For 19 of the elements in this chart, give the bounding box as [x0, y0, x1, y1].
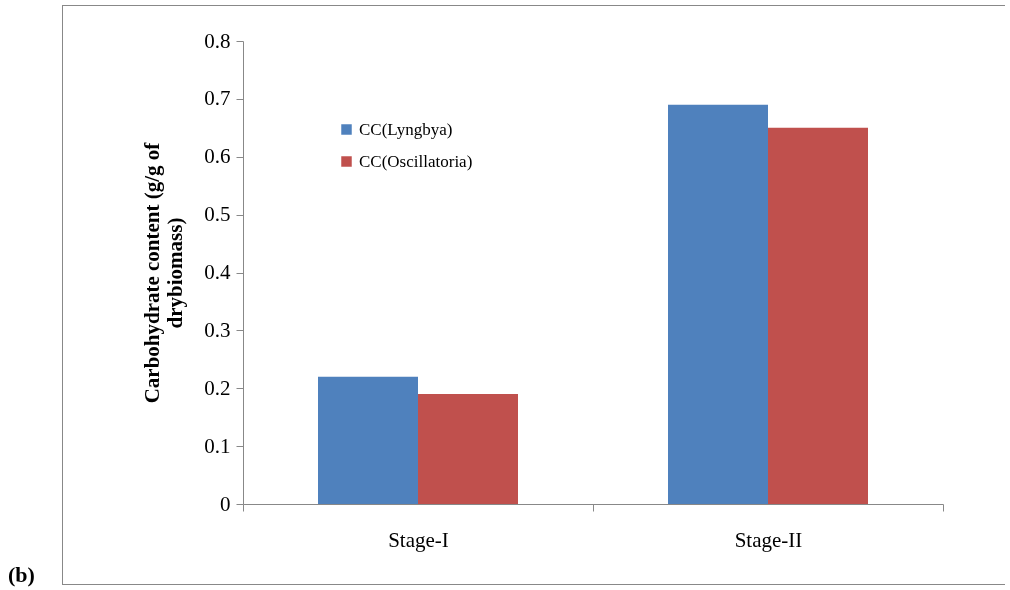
legend-label: CC(Oscillatoria) — [359, 151, 473, 171]
y-tick-label: 0.3 — [204, 317, 231, 342]
bar — [668, 104, 768, 504]
y-tick-label: 0.1 — [204, 433, 231, 458]
x-tick-label: Stage-I — [388, 527, 449, 552]
y-tick-label: 0.7 — [204, 86, 231, 111]
legend-label: CC(Lyngbya) — [359, 119, 453, 139]
y-tick-label: 0 — [220, 491, 231, 516]
bar — [418, 394, 518, 504]
y-tick-label: 0.8 — [204, 28, 231, 53]
text: (b) — [8, 562, 35, 588]
y-axis-title: Carbohydrate content (g/g of drybiomass) — [140, 141, 188, 404]
y-tick-label: 0.2 — [204, 375, 231, 400]
x-tick-label: Stage-II — [734, 527, 803, 552]
bar — [768, 127, 868, 504]
y-tick-label: 0.5 — [204, 202, 231, 227]
y-tick-label: 0.6 — [204, 144, 231, 169]
bar — [318, 376, 418, 504]
y-tick-label: 0.4 — [204, 260, 231, 284]
